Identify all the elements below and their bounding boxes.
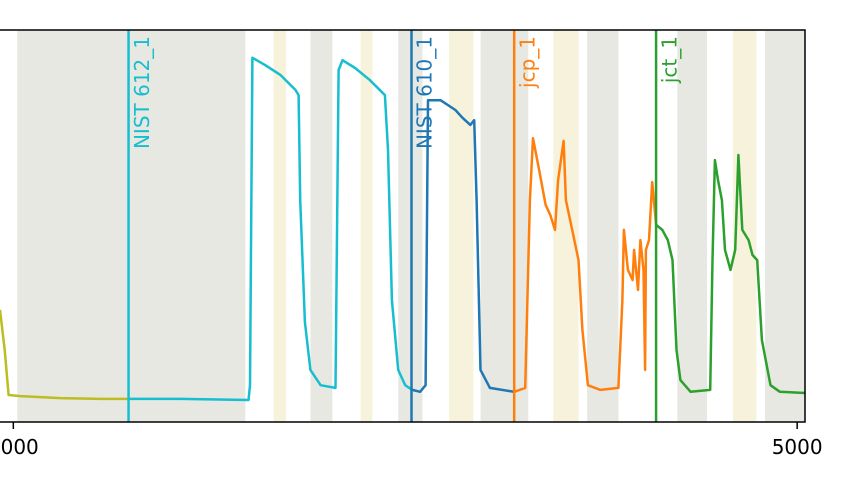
shaded-span bbox=[273, 30, 287, 422]
x-tick-label: 4000 bbox=[0, 435, 39, 459]
shaded-span bbox=[553, 30, 579, 422]
x-tick-label: 5000 bbox=[772, 435, 823, 459]
shaded-span bbox=[310, 30, 333, 422]
shaded-span bbox=[449, 30, 474, 422]
series-line bbox=[655, 153, 805, 395]
shaded-span bbox=[587, 30, 619, 422]
series-line bbox=[128, 56, 413, 402]
shaded-span bbox=[765, 30, 805, 422]
series-line bbox=[412, 98, 515, 394]
shaded-span bbox=[677, 30, 708, 422]
marker-label: NIST 612_1 bbox=[130, 36, 154, 149]
shaded-span bbox=[360, 30, 373, 422]
marker-label: jct_1 bbox=[657, 36, 681, 84]
series-line bbox=[513, 136, 658, 393]
shaded-span bbox=[480, 30, 529, 422]
marker-label: jcp_1 bbox=[515, 36, 539, 89]
axis-spine bbox=[0, 29, 806, 423]
plot-area bbox=[0, 30, 805, 422]
marker-label: NIST 610_1 bbox=[413, 36, 437, 149]
series-line bbox=[0, 309, 129, 401]
shaded-span bbox=[17, 30, 246, 422]
axes: NIST 612_1 NIST 610_1 jcp_1 jct_1 4000 5000 bbox=[0, 29, 823, 459]
shaded-span bbox=[732, 30, 757, 422]
